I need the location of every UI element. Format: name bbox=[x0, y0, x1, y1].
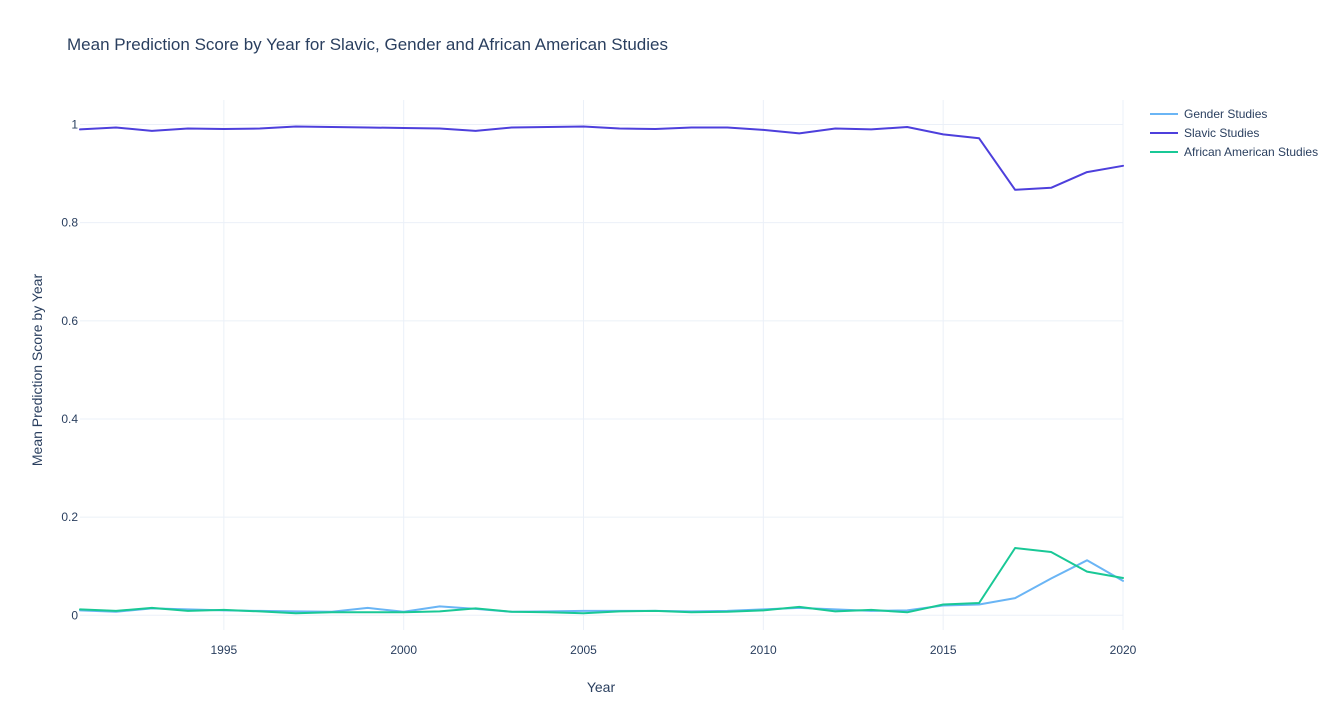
y-tick-label: 0 bbox=[71, 608, 78, 622]
legend: Gender Studies Slavic Studies African Amer… bbox=[1150, 107, 1318, 159]
x-tick-label: 2010 bbox=[750, 643, 777, 657]
series-line-slavic-studies[interactable] bbox=[79, 125, 1124, 191]
y-tick-label: 0.6 bbox=[61, 314, 78, 328]
legend-item[interactable]: African American Studies bbox=[1150, 145, 1318, 159]
x-tick-label: 2000 bbox=[390, 643, 417, 657]
y-tick-label: 0.2 bbox=[61, 510, 78, 524]
y-tick-label: 0.4 bbox=[61, 412, 78, 426]
x-tick-label: 2005 bbox=[570, 643, 597, 657]
legend-label: Slavic Studies bbox=[1184, 126, 1259, 140]
legend-item[interactable]: Slavic Studies bbox=[1150, 126, 1259, 140]
y-tick-label: 0.8 bbox=[61, 216, 78, 230]
x-tick-label: 2020 bbox=[1110, 643, 1137, 657]
series-lines bbox=[79, 125, 1124, 615]
y-axis-title: Mean Prediction Score by Year bbox=[29, 274, 45, 467]
y-tick-label: 1 bbox=[71, 118, 78, 132]
axes: 1995 2000 2005 2010 2015 2020 0 0.2 0.4 0.6 0.8 1 bbox=[61, 118, 1136, 657]
legend-label: Gender Studies bbox=[1184, 107, 1267, 121]
legend-label: African American Studies bbox=[1184, 145, 1318, 159]
x-tick-label: 1995 bbox=[211, 643, 238, 657]
legend-item[interactable]: Gender Studies bbox=[1150, 107, 1267, 121]
x-axis-title: Year bbox=[587, 679, 616, 695]
x-tick-label: 2015 bbox=[930, 643, 957, 657]
series-line-african-american-studies[interactable] bbox=[79, 547, 1124, 615]
grid bbox=[80, 100, 1124, 630]
chart-title: Mean Prediction Score by Year for Slavic… bbox=[67, 35, 668, 54]
